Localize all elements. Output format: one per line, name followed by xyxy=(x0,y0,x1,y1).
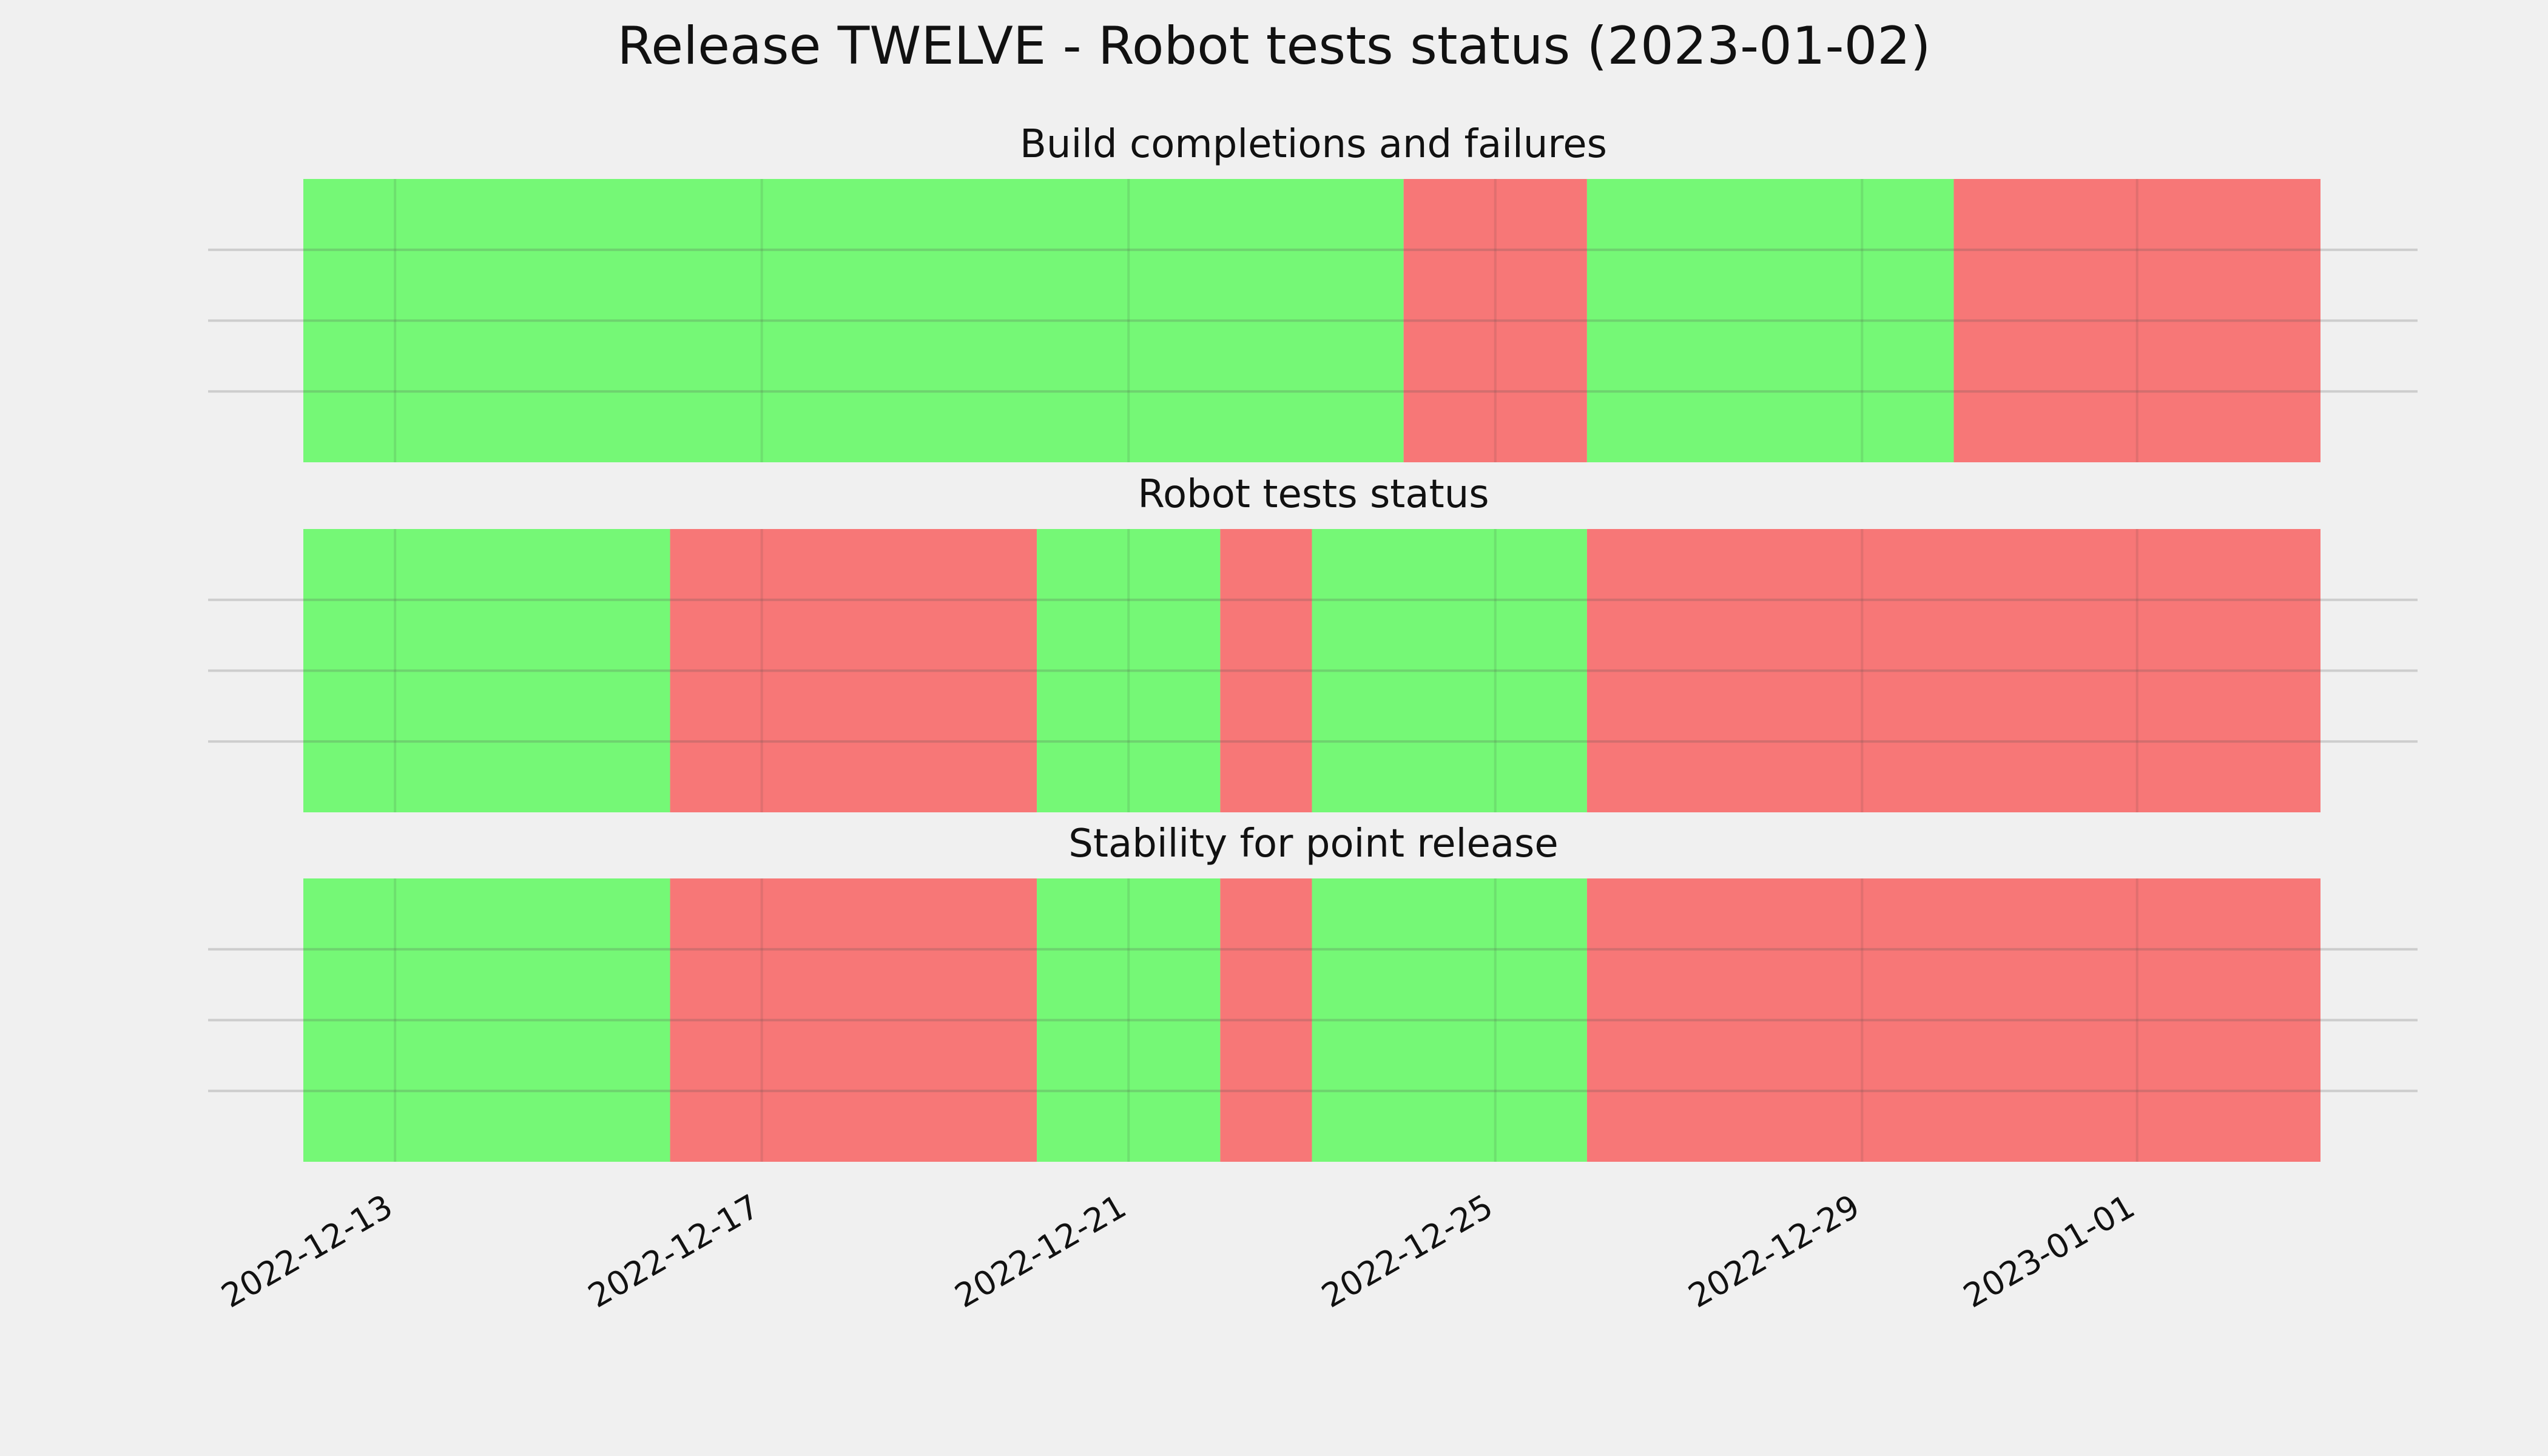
x-tick-label: 2022-12-17 xyxy=(582,1187,766,1315)
panel-2: Robot tests status xyxy=(208,472,2418,812)
status-segment-pass xyxy=(1312,529,1587,812)
status-segment-pass xyxy=(303,529,670,812)
status-segment-pass xyxy=(1037,529,1221,812)
status-segment-fail xyxy=(670,878,1037,1162)
x-tick-label: 2022-12-29 xyxy=(1682,1187,1866,1315)
status-segment-fail xyxy=(1953,179,2320,462)
status-segment-fail xyxy=(1586,878,2320,1162)
x-tick-label: 2022-12-13 xyxy=(215,1187,399,1315)
panel-title: Stability for point release xyxy=(1068,821,1559,866)
panel-3: Stability for point release xyxy=(208,821,2418,1162)
x-tick-label: 2022-12-21 xyxy=(948,1187,1132,1315)
panel-title: Robot tests status xyxy=(1138,472,1489,517)
status-segment-pass xyxy=(1037,878,1221,1162)
status-segment-fail xyxy=(670,529,1037,812)
status-segment-fail xyxy=(1403,179,1587,462)
x-axis: 2022-12-13 2022-12-17 2022-12-21 2022-12-25… xyxy=(215,1187,2141,1315)
panel-title: Build completions and failures xyxy=(1020,122,1607,167)
status-segment-fail xyxy=(1586,529,2320,812)
panel-1: Build completions and failures xyxy=(208,122,2418,462)
status-segment-pass xyxy=(1586,179,1954,462)
status-segment-pass xyxy=(303,878,670,1162)
x-tick-label: 2023-01-01 xyxy=(1957,1187,2141,1315)
status-segment-fail xyxy=(1220,878,1312,1162)
status-segment-fail xyxy=(1220,529,1312,812)
panels-group: Build completions and failures Robot test… xyxy=(208,122,2418,1162)
status-segment-pass xyxy=(303,179,1404,462)
chart-title: Release TWELVE - Robot tests status (202… xyxy=(617,16,1930,76)
status-segment-pass xyxy=(1312,878,1587,1162)
x-tick-label: 2022-12-25 xyxy=(1315,1187,1499,1315)
